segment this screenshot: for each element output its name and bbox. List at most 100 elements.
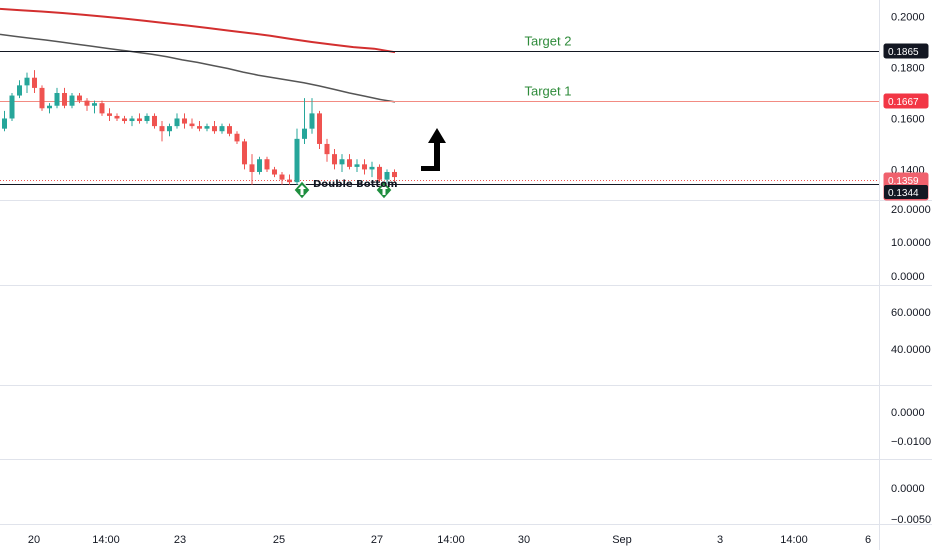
candle [212,121,217,134]
candle [369,161,375,178]
candle-body [39,87,45,109]
horizontal-levels[interactable]: Target 2 Target 1 [0,34,879,185]
candle-body [294,138,300,183]
pane-tick-label: 10.0000 [891,237,931,249]
time-tick-label: 14:00 [437,534,465,546]
candle [249,154,255,185]
signal-marker-icon [293,180,311,200]
candle-body [204,126,210,129]
time-tick-label: Sep [612,534,632,546]
candle [309,98,315,134]
candle [257,156,262,175]
candle [92,100,97,114]
pane-tick-label: 60.0000 [891,307,931,319]
pane-tick-label: 0.0000 [891,407,925,419]
candle [264,156,270,172]
candle-body [17,85,22,96]
candle [99,100,105,116]
svg-text:0.1667: 0.1667 [888,97,919,108]
price-badge: 0.1865 [883,43,929,59]
candle [84,98,90,111]
candle-body [107,113,112,116]
time-tick-label: 25 [273,534,285,546]
candle-body [264,159,270,170]
svg-text:0.1344: 0.1344 [888,188,919,199]
candle-body [279,174,285,180]
candle-body [317,113,322,144]
candle-body [159,126,165,132]
pane-tick-label: 0.0000 [891,483,925,495]
candle [362,159,367,175]
candle-body [272,169,277,175]
candle [392,169,397,183]
candle [332,149,337,170]
candle-body [122,118,127,122]
time-axis[interactable]: 20 14:00 23 25 27 14:00 30 Sep 3 14:00 6 [28,534,871,546]
candle-body [32,77,37,88]
candle-body [384,171,390,180]
candle [354,159,360,172]
candle-body [114,115,120,119]
candle [182,113,187,129]
candle-body [377,166,382,180]
signal-marker-icon [375,180,393,200]
candle [17,80,22,99]
pattern-label: Double Bottom [313,179,397,190]
candle [242,138,247,170]
candle-body [84,100,90,106]
candle [219,123,225,134]
candle-body [362,164,367,170]
candle [287,174,292,185]
candle-body [62,92,67,106]
svg-text:0.1359: 0.1359 [888,176,919,187]
candle-body [54,92,60,106]
candle-body [332,154,337,165]
candle [234,131,240,144]
candle-body [339,159,345,165]
candle-body [309,113,315,129]
target-label: Target 1 [525,84,572,99]
candle-body [174,118,180,127]
candle-body [242,141,247,165]
price-badge: 0.1667 [883,93,929,109]
candle-body [347,159,352,167]
candle [159,121,165,142]
candle [144,113,150,124]
candle [47,103,52,114]
candle [189,118,195,129]
candle [227,123,232,137]
pane-tick-label: −0.0050 [891,514,931,526]
candle-body [302,128,307,139]
candle-body [324,143,330,155]
candle [302,98,307,144]
candle [107,108,112,122]
candle-body [287,179,292,183]
candle [174,113,180,129]
candle-body [167,126,172,132]
candle [137,113,142,124]
candle-body [129,118,135,122]
candle [324,138,330,162]
candle-body [369,166,375,170]
target-label: Target 2 [525,34,572,49]
candle-body [197,126,202,129]
candle [152,113,157,129]
candle [54,87,60,109]
candle-body [392,171,397,178]
candle [317,110,322,150]
time-tick-label: 14:00 [92,534,120,546]
svg-text:0.1865: 0.1865 [888,47,919,58]
candle [339,154,345,172]
pane-tick-label: −0.0100 [891,436,931,448]
candle [204,123,210,132]
candle-body [144,115,150,122]
candle [2,110,7,132]
candle-body [234,133,240,142]
candle [197,121,202,132]
candle-body [2,118,7,129]
up-arrow-icon [421,128,446,171]
candle [32,70,37,93]
time-tick-label: 30 [518,534,530,546]
